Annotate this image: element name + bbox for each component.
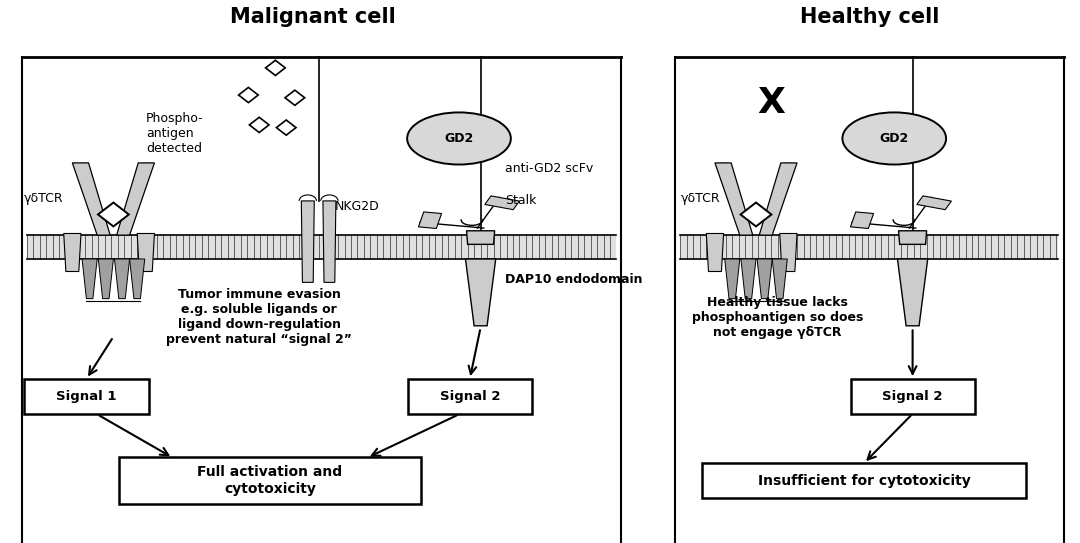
FancyBboxPatch shape (119, 457, 421, 504)
Polygon shape (467, 231, 495, 244)
FancyBboxPatch shape (408, 379, 531, 414)
Polygon shape (757, 259, 772, 299)
Polygon shape (741, 203, 771, 226)
Polygon shape (772, 259, 787, 299)
Circle shape (407, 112, 511, 165)
Polygon shape (780, 233, 797, 272)
Bar (680, 235, 1058, 259)
Polygon shape (64, 233, 81, 272)
Polygon shape (98, 259, 113, 299)
Polygon shape (72, 163, 110, 235)
Polygon shape (82, 259, 97, 299)
Text: Healthy cell: Healthy cell (799, 7, 940, 27)
Polygon shape (759, 163, 797, 235)
Polygon shape (285, 90, 305, 105)
Polygon shape (117, 163, 154, 235)
Polygon shape (130, 259, 145, 299)
Text: Signal 2: Signal 2 (440, 390, 500, 403)
Polygon shape (850, 212, 874, 229)
Text: DAP10 endodomain: DAP10 endodomain (505, 273, 643, 286)
Polygon shape (917, 196, 951, 210)
Text: NKG2D: NKG2D (335, 200, 379, 213)
Polygon shape (301, 201, 314, 282)
Polygon shape (114, 259, 130, 299)
Polygon shape (418, 212, 442, 229)
Text: γδTCR: γδTCR (24, 192, 64, 205)
Polygon shape (323, 201, 336, 282)
Text: GD2: GD2 (879, 132, 909, 145)
Bar (27, 235, 616, 259)
Polygon shape (485, 196, 519, 210)
Polygon shape (239, 87, 258, 103)
FancyBboxPatch shape (851, 379, 974, 414)
Circle shape (842, 112, 946, 165)
Polygon shape (725, 259, 740, 299)
Text: Malignant cell: Malignant cell (230, 7, 396, 27)
Text: Full activation and
cytotoxicity: Full activation and cytotoxicity (198, 465, 342, 496)
Polygon shape (706, 233, 724, 272)
FancyBboxPatch shape (25, 379, 149, 414)
Text: Tumor immune evasion
e.g. soluble ligands or
ligand down-regulation
prevent natu: Tumor immune evasion e.g. soluble ligand… (166, 288, 352, 346)
Text: Phospho-
antigen
detected: Phospho- antigen detected (146, 111, 203, 155)
Polygon shape (897, 259, 928, 326)
Text: Healthy tissue lacks
phosphoantigen so does
not engage γδTCR: Healthy tissue lacks phosphoantigen so d… (692, 296, 863, 339)
Polygon shape (741, 259, 756, 299)
Polygon shape (899, 231, 927, 244)
Text: Insufficient for cytotoxicity: Insufficient for cytotoxicity (758, 473, 970, 488)
Text: Signal 2: Signal 2 (882, 390, 943, 403)
Text: GD2: GD2 (444, 132, 474, 145)
Text: anti-GD2 scFv: anti-GD2 scFv (505, 162, 594, 175)
Text: γδTCR: γδTCR (680, 192, 720, 205)
Polygon shape (276, 120, 296, 135)
Polygon shape (137, 233, 154, 272)
Polygon shape (249, 117, 269, 132)
Polygon shape (98, 203, 129, 226)
Polygon shape (465, 259, 496, 326)
Polygon shape (266, 60, 285, 75)
FancyBboxPatch shape (702, 463, 1026, 498)
Polygon shape (715, 163, 753, 235)
Text: X: X (757, 86, 785, 120)
Text: Stalk: Stalk (505, 194, 537, 207)
Text: Signal 1: Signal 1 (56, 390, 117, 403)
